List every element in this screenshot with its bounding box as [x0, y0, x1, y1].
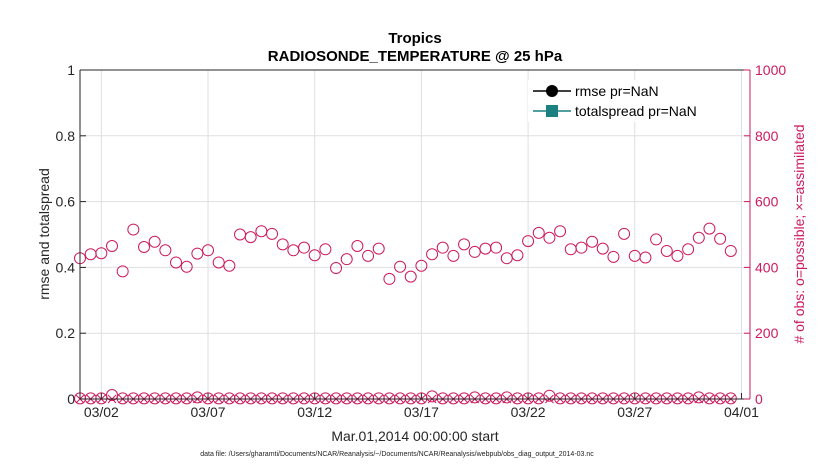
legend-box [528, 80, 738, 122]
x-tick-label: 03/12 [297, 404, 332, 420]
possible-obs-marker [276, 238, 289, 251]
possible-obs-marker [159, 244, 172, 257]
possible-obs-marker [266, 227, 279, 240]
possible-obs-marker [458, 238, 471, 251]
possible-obs-marker [127, 223, 140, 236]
ticks: 0 0.2 0.4 0.6 0.8 1 0 200 400 600 800 1000 03/02 03/0… [56, 62, 787, 420]
possible-obs-marker [607, 250, 620, 263]
possible-obs-marker [682, 243, 695, 256]
legend-totalspread-label: totalspread pr=NaN [575, 103, 697, 119]
y-tick-label: 0.2 [56, 325, 76, 341]
possible-obs-marker [308, 249, 321, 262]
possible-obs-marker [148, 235, 161, 248]
possible-obs-marker [191, 247, 204, 260]
legend: rmse pr=NaN totalspread pr=NaN [528, 80, 738, 122]
possible-obs-marker [138, 241, 151, 254]
possible-obs-marker [703, 222, 716, 235]
right-y-tick-label: 800 [755, 128, 779, 144]
possible-obs-marker [714, 232, 727, 245]
possible-obs-marker [298, 241, 311, 254]
y-tick-label: 0.8 [56, 128, 76, 144]
possible-obs-marker [660, 244, 673, 257]
possible-obs-marker [692, 231, 705, 244]
possible-obs-marker [106, 389, 119, 402]
right-y-tick-label: 600 [755, 194, 779, 210]
right-y-tick-label: 1000 [755, 62, 786, 78]
right-y-tick-label: 0 [755, 391, 763, 407]
possible-obs-marker [618, 227, 631, 240]
possible-obs-marker [436, 241, 449, 254]
possible-obs-marker [394, 260, 407, 273]
possible-obs-marker [95, 247, 108, 260]
possible-obs-marker [554, 225, 567, 238]
possible-obs-marker [724, 392, 737, 405]
possible-obs-marker [106, 240, 119, 253]
y-tick-label: 1 [67, 62, 75, 78]
data-file-footer: data file: /Users/gharamti/Documents/NCA… [200, 451, 594, 458]
legend-rmse-marker [546, 85, 558, 97]
possible-obs-marker [490, 241, 503, 254]
possible-obs-marker [415, 259, 428, 272]
possible-obs-marker [340, 253, 353, 266]
legend-rmse-label: rmse pr=NaN [575, 83, 659, 99]
possible-obs-marker [724, 244, 737, 257]
x-tick-label: 03/22 [511, 404, 546, 420]
x-tick-label: 03/07 [191, 404, 226, 420]
legend-totalspread-marker [546, 105, 558, 117]
possible-obs-marker [404, 270, 417, 283]
possible-obs-marker [468, 245, 481, 258]
possible-obs-marker [383, 272, 396, 285]
possible-obs-marker [543, 231, 556, 244]
possible-obs-marker [522, 235, 535, 248]
possible-obs-marker [447, 249, 460, 262]
possible-obs-marker [351, 240, 364, 253]
possible-obs-marker [426, 248, 439, 261]
possible-obs-marker [170, 256, 183, 269]
possible-obs-marker [212, 256, 225, 269]
possible-obs-marker [223, 259, 236, 272]
y-tick-label: 0.6 [56, 194, 76, 210]
possible-obs-marker [372, 242, 385, 255]
possible-obs-marker [116, 265, 129, 278]
right-y-axis-label: # of obs: o=possible; ×=assimilated [791, 124, 807, 343]
possible-obs-marker [511, 249, 524, 262]
possible-obs-marker [650, 233, 663, 246]
possible-obs-marker [95, 392, 108, 405]
possible-obs-marker [575, 241, 588, 254]
possible-obs-marker [586, 235, 599, 248]
right-y-tick-label: 400 [755, 259, 779, 275]
y-tick-label: 0.4 [56, 259, 76, 275]
possible-obs-marker [180, 260, 193, 273]
possible-obs-marker [671, 249, 684, 262]
possible-obs-marker [330, 262, 343, 275]
chart-subtitle: RADIOSONDE_TEMPERATURE @ 25 hPa [268, 48, 563, 65]
y-axis-label: rmse and totalspread [36, 168, 52, 300]
possible-obs-marker [202, 244, 215, 257]
possible-obs-marker [244, 231, 257, 244]
y-tick-label: 0 [67, 391, 75, 407]
chart-title: Tropics [388, 30, 441, 47]
possible-obs-marker [362, 249, 375, 262]
right-y-tick-label: 200 [755, 325, 779, 341]
possible-obs-marker [532, 226, 545, 239]
x-tick-label: 03/17 [404, 404, 439, 420]
possible-obs-marker [639, 251, 652, 264]
x-tick-label: 03/02 [84, 404, 119, 420]
x-axis-label: Mar.01,2014 00:00:00 start [331, 428, 498, 444]
possible-obs-marker [319, 243, 332, 256]
x-tick-label: 04/01 [724, 404, 759, 420]
plot-area [80, 70, 750, 399]
x-tick-label: 03/27 [617, 404, 652, 420]
possible-obs-marker [596, 242, 609, 255]
